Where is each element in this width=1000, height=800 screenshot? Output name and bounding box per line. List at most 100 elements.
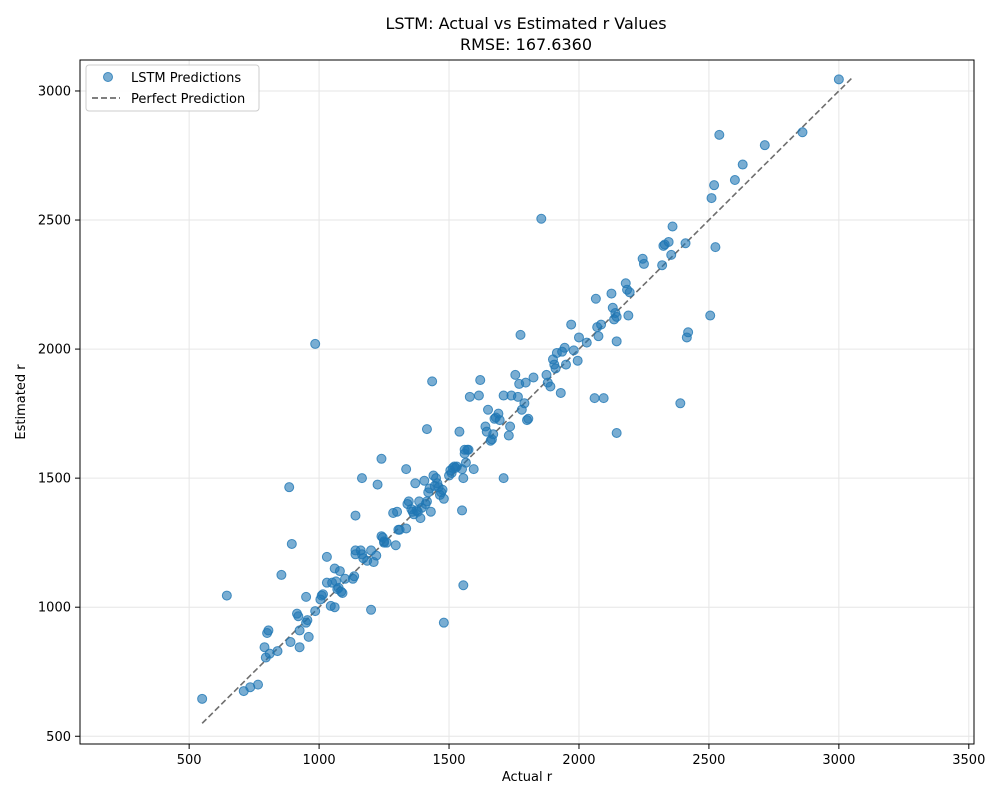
- x-tick-label: 1000: [303, 753, 336, 768]
- data-point: [401, 523, 412, 534]
- data-point: [473, 390, 484, 401]
- data-point: [263, 625, 274, 636]
- data-point: [573, 332, 584, 343]
- data-point: [705, 310, 716, 321]
- data-point: [381, 537, 392, 548]
- data-point: [415, 513, 426, 524]
- x-axis-ticks: 500 1000 1500 2000 2500 3000 3500: [177, 744, 985, 768]
- data-point: [510, 369, 521, 380]
- data-point: [301, 591, 312, 602]
- x-tick-label: 2000: [562, 753, 595, 768]
- data-point: [392, 506, 403, 517]
- data-point: [410, 478, 421, 489]
- data-point: [797, 127, 808, 138]
- data-point: [488, 429, 499, 440]
- data-point: [566, 319, 577, 330]
- data-point: [737, 159, 748, 170]
- data-point: [523, 413, 534, 424]
- data-point: [611, 336, 622, 347]
- y-tick-label: 500: [46, 730, 71, 745]
- y-tick-label: 1500: [38, 472, 71, 487]
- data-point: [606, 288, 617, 299]
- data-point: [284, 482, 295, 493]
- data-point: [294, 642, 305, 653]
- data-point: [329, 602, 340, 613]
- data-point: [421, 496, 432, 507]
- data-point: [286, 538, 297, 549]
- data-point: [371, 550, 382, 561]
- data-point: [317, 589, 328, 600]
- legend-label-points: LSTM Predictions: [131, 71, 241, 86]
- data-point: [706, 193, 717, 204]
- data-point: [624, 287, 635, 298]
- data-point: [437, 484, 448, 495]
- data-point: [598, 393, 609, 404]
- chart-subtitle: RMSE: 167.6360: [460, 35, 592, 54]
- data-point: [759, 140, 770, 151]
- data-point: [460, 457, 471, 468]
- y-tick-label: 2500: [38, 214, 71, 229]
- data-point: [454, 426, 465, 437]
- data-point: [498, 473, 509, 484]
- y-tick-label: 3000: [38, 84, 71, 99]
- data-point: [709, 180, 720, 191]
- data-point: [683, 327, 694, 338]
- data-point: [438, 617, 449, 628]
- data-point: [293, 611, 304, 622]
- grid-lines: [80, 60, 974, 744]
- y-axis-label: Estimated r: [14, 364, 29, 440]
- legend: LSTM Predictions Perfect Prediction: [85, 64, 260, 112]
- data-point: [519, 398, 530, 409]
- data-point: [675, 398, 686, 409]
- x-tick-label: 1500: [432, 753, 465, 768]
- data-point: [667, 221, 678, 232]
- data-point: [356, 473, 367, 484]
- data-point: [536, 213, 547, 224]
- data-point: [350, 510, 361, 521]
- x-tick-label: 2500: [692, 753, 725, 768]
- data-point: [710, 242, 721, 253]
- data-point: [468, 464, 479, 475]
- data-point: [503, 430, 514, 441]
- data-point: [611, 311, 622, 322]
- data-point: [337, 588, 348, 599]
- data-point: [515, 329, 526, 340]
- data-point: [366, 604, 377, 615]
- data-point: [294, 625, 305, 636]
- data-point: [475, 375, 486, 386]
- data-point: [568, 345, 579, 356]
- data-point: [321, 551, 332, 562]
- legend-label-line: Perfect Prediction: [131, 92, 245, 107]
- data-point: [528, 372, 539, 383]
- data-point: [833, 74, 844, 85]
- legend-box: [85, 64, 260, 112]
- y-tick-label: 2000: [38, 343, 71, 358]
- data-point: [303, 631, 314, 642]
- data-point: [483, 404, 494, 415]
- data-point: [390, 540, 401, 551]
- data-point: [349, 571, 360, 582]
- data-point: [572, 355, 583, 366]
- data-point: [512, 391, 523, 402]
- data-point: [663, 236, 674, 247]
- data-point: [458, 473, 469, 484]
- data-point: [623, 310, 634, 321]
- chart-title: LSTM: Actual vs Estimated r Values: [385, 14, 666, 33]
- data-point: [272, 646, 283, 657]
- y-axis-ticks: 500 1000 1500 2000 2500 3000: [38, 84, 80, 745]
- data-point: [590, 293, 601, 304]
- data-point: [494, 415, 505, 426]
- data-point: [550, 363, 561, 374]
- data-point: [310, 606, 321, 617]
- legend-marker-points: [103, 72, 113, 82]
- data-point: [581, 337, 592, 348]
- data-point: [376, 453, 387, 464]
- data-point: [611, 427, 622, 438]
- data-point: [259, 642, 270, 653]
- data-point: [464, 391, 475, 402]
- x-tick-label: 500: [177, 753, 202, 768]
- data-point: [276, 569, 287, 580]
- data-point: [457, 505, 468, 516]
- data-point: [421, 424, 432, 435]
